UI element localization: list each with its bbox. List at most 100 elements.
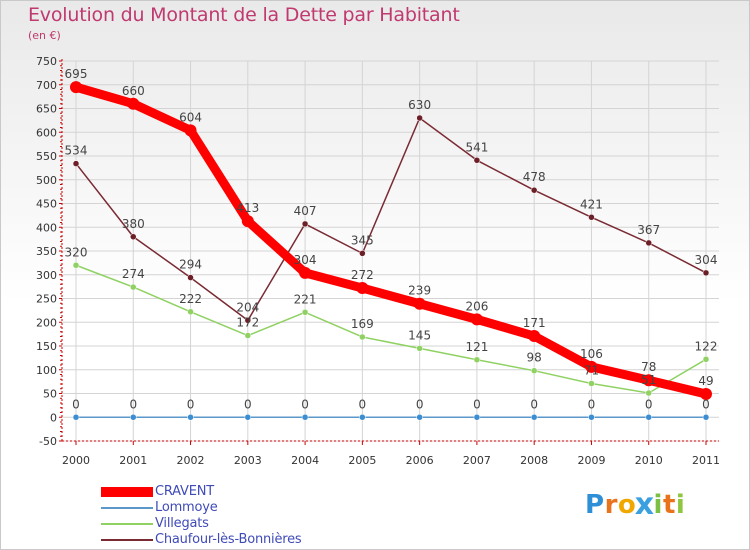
data-point	[244, 332, 252, 339]
legend-label: Chaufour-lès-Bonnières	[155, 532, 302, 547]
data-label: 695	[65, 67, 88, 81]
data-label: 660	[122, 84, 145, 98]
data-label: 206	[465, 299, 488, 313]
data-point	[530, 414, 538, 421]
data-label: 49	[698, 374, 713, 388]
data-label: 0	[588, 397, 596, 411]
data-label: 541	[465, 140, 488, 154]
x-tick-label: 2011	[692, 454, 720, 467]
data-point	[530, 186, 538, 194]
data-point	[528, 330, 541, 343]
logo-letter: r	[604, 490, 618, 520]
legend-swatch	[101, 487, 153, 497]
data-point	[130, 414, 137, 421]
x-tick-label: 2009	[577, 454, 605, 467]
data-label: 145	[408, 328, 431, 342]
data-label: 221	[294, 292, 317, 306]
data-label: 380	[122, 217, 145, 231]
data-point	[530, 367, 538, 374]
data-label: 0	[645, 397, 653, 411]
y-tick-label: 350	[36, 245, 57, 258]
data-point	[645, 414, 652, 421]
data-point	[473, 356, 481, 364]
data-label: 78	[641, 360, 656, 374]
y-tick-label: 550	[36, 150, 57, 163]
data-point	[72, 414, 80, 421]
data-point	[130, 283, 137, 291]
data-label: 604	[179, 110, 202, 124]
x-tick-label: 2000	[62, 454, 90, 467]
y-tick-label: 600	[36, 126, 57, 139]
x-tick-label: 2005	[348, 454, 376, 467]
data-point	[700, 387, 712, 400]
chart-title: Evolution du Montant de la Dette par Hab…	[28, 4, 460, 26]
y-tick-label: 450	[36, 198, 57, 211]
y-tick-label: 50	[43, 388, 57, 401]
logo-letter: i	[675, 490, 686, 520]
y-tick-label: 150	[36, 340, 57, 353]
data-point	[187, 308, 194, 316]
y-tick-label: 750	[36, 55, 57, 68]
data-label: 71	[584, 364, 599, 378]
legend-swatch	[101, 539, 153, 541]
chart-subtitle: (en €)	[28, 29, 61, 42]
data-point	[473, 414, 481, 421]
y-tick-label: 650	[36, 103, 57, 116]
series-line-3	[75, 117, 707, 322]
data-label: 222	[179, 292, 202, 306]
data-label: 534	[65, 144, 88, 158]
data-point	[702, 356, 710, 363]
logo-letter: x	[634, 487, 655, 523]
y-tick-label: 500	[36, 174, 57, 187]
x-tick-label: 2008	[520, 454, 548, 467]
data-label: 345	[351, 233, 374, 247]
data-label: 121	[465, 340, 488, 354]
y-tick-label: 0	[50, 411, 57, 424]
data-label: 320	[65, 245, 88, 259]
data-point	[127, 97, 140, 110]
data-label: 0	[702, 397, 710, 411]
data-point	[299, 266, 312, 279]
data-point	[645, 389, 652, 397]
y-tick-label: 200	[36, 316, 57, 329]
data-point	[301, 309, 309, 316]
data-point	[702, 414, 710, 421]
data-label: 239	[408, 284, 431, 298]
data-label: 304	[695, 253, 718, 267]
data-point	[588, 380, 595, 387]
data-point	[645, 239, 652, 247]
x-tick-label: 2003	[234, 454, 262, 467]
y-tick-label: 700	[36, 79, 57, 92]
data-label: 0	[359, 397, 367, 411]
data-point	[241, 215, 254, 228]
data-point	[244, 317, 252, 324]
y-tick-label: 400	[36, 221, 57, 234]
proxiti-logo: Proxiti	[585, 487, 686, 523]
data-point	[359, 333, 366, 341]
x-tick-label: 2004	[291, 454, 319, 467]
data-point	[301, 220, 309, 228]
x-tick-label: 2001	[119, 454, 147, 467]
data-label: 0	[129, 397, 137, 411]
data-point	[416, 114, 423, 122]
data-label: 98	[527, 351, 542, 365]
legend-swatch	[101, 523, 153, 525]
series-line-2	[75, 264, 707, 394]
data-label: 169	[351, 317, 374, 331]
logo-letter: o	[617, 490, 637, 520]
y-tick-label: 100	[36, 364, 57, 377]
data-point	[588, 414, 595, 421]
legend-label: CRAVENT	[155, 484, 215, 499]
data-label: 478	[523, 170, 546, 184]
data-label: 272	[351, 268, 374, 282]
data-label: 630	[408, 98, 431, 112]
data-label: 0	[72, 397, 80, 411]
data-label: 294	[179, 258, 202, 272]
data-point	[72, 262, 80, 269]
x-tick-label: 2007	[463, 454, 491, 467]
data-point	[130, 233, 137, 240]
legend-swatch	[101, 507, 153, 509]
data-label: 204	[236, 300, 259, 314]
